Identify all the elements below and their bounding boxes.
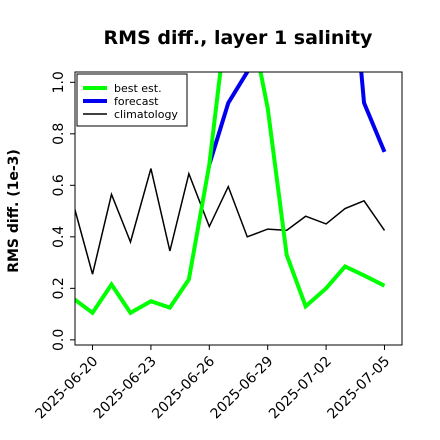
legend-label: best est. <box>114 82 162 95</box>
y-tick-label: 0.2 <box>51 277 67 299</box>
x-axis: 2025-06-202025-06-232025-06-262025-06-29… <box>32 345 393 422</box>
series-line-best-est <box>75 72 386 316</box>
y-tick-label: 0.6 <box>51 174 67 196</box>
y-axis-label: RMS diff. (1e-3) <box>6 149 22 273</box>
chart-title: RMS diff., layer 1 salinity <box>104 27 374 49</box>
legend-label: forecast <box>114 95 159 108</box>
y-axis: 0.0 0.2 0.4 0.6 0.8 1.0 <box>51 71 75 351</box>
y-tick-label: 0.4 <box>51 226 67 248</box>
plot-frame <box>74 71 403 346</box>
series-line-forecast <box>207 72 387 166</box>
series-line-climatology <box>75 168 386 275</box>
y-tick-label: 0.8 <box>51 123 67 145</box>
y-tick-label: 1.0 <box>51 71 67 93</box>
x-tick-label: 2025-07-05 <box>324 354 393 423</box>
series-layer <box>75 72 387 316</box>
legend-label: climatology <box>114 108 178 121</box>
y-tick-label: 0.0 <box>51 329 67 351</box>
